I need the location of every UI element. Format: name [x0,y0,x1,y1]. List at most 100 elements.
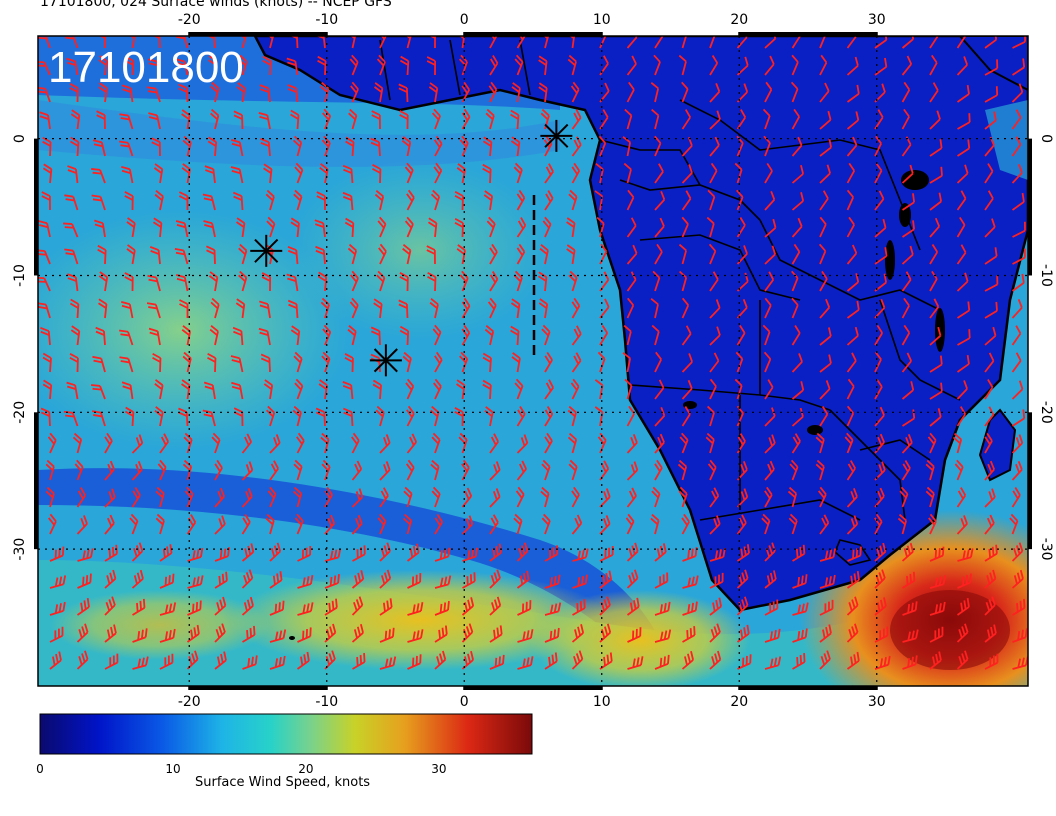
wind-barb [736,245,748,265]
wind-barb [431,486,441,508]
wind-barb [681,164,693,184]
wind-barb [957,301,971,319]
wind-barb [540,486,550,508]
wind-barb [874,433,885,454]
colorbar-tick-label: 30 [431,762,446,776]
wind-barb [764,190,776,211]
wind-barb [489,433,499,454]
wind-barb [956,623,969,643]
lon-edge-bar [189,32,327,36]
wind-barb [929,382,943,400]
wind-barb [791,324,801,346]
country-borders [379,39,961,566]
wind-barb [956,650,969,670]
wind-barb [736,433,746,454]
wind-barb [709,271,719,292]
wind-barb [124,272,134,292]
wind-barb [627,656,644,670]
wind-barb [42,379,53,400]
wind-barb [627,627,642,643]
wind-barb [314,219,326,238]
wind-barb [41,191,51,211]
wind-barb [654,351,663,373]
wind-barb [132,598,146,616]
wind-barb [984,544,998,562]
wind-barb [315,245,326,265]
lat-edge-bar [34,412,38,550]
wind-barb [764,656,782,670]
wind-barb [181,109,191,130]
wind-barb [654,135,662,157]
wind-barb [178,407,189,427]
wind-barb [269,655,286,670]
wind-barb [624,378,633,400]
wind-barb [286,57,299,76]
lat-edge-bar [1028,412,1032,550]
wind-barb [489,461,501,481]
yellow-zone-3 [50,590,270,660]
wind-barb [927,432,937,454]
colorbar-gradient [39,713,533,755]
wind-barb [791,192,805,211]
wind-barb [1011,298,1023,319]
wind-barb [131,434,144,454]
wind-barb [344,217,355,238]
wind-barb [682,626,696,643]
wind-barb [402,351,412,373]
wind-barb [709,326,721,346]
wind-barb [570,81,580,103]
wind-barb [626,297,635,319]
wind-barb [901,433,913,454]
wind-barb [230,138,244,157]
wind-barb [70,136,80,157]
wind-barb [260,353,271,373]
wind-barb [92,139,106,157]
wind-barb [709,54,719,76]
wind-barb [571,109,582,130]
wind-barb [544,163,554,184]
wind-barb [511,352,521,373]
arabian-landmass [958,36,1028,92]
wind-barb [269,542,282,562]
wind-barb [214,515,226,535]
wind-barb [707,459,717,481]
wind-barb [846,216,855,238]
wind-barb [516,189,526,211]
wind-barb [626,597,640,616]
calm-band-strip [38,100,560,167]
wind-barb [819,574,836,589]
wind-barb [131,542,144,562]
wind-barb [487,297,497,319]
wind-barb [626,217,637,238]
wind-barb [241,433,252,454]
wind-barb [929,651,942,670]
wind-barb [259,300,271,319]
wind-barb [901,297,910,319]
wind-barb [735,351,744,373]
wind-barb [459,135,469,157]
wind-barb [461,597,475,616]
wind-barb [516,570,530,589]
wind-barb [929,626,944,643]
wind-barb [515,486,525,508]
lon-tick-label: 30 [868,694,886,710]
wind-barb [1011,325,1022,346]
wind-barb [654,406,666,427]
wind-barb [178,83,189,103]
wind-barb [344,352,354,373]
wind-barb [929,546,945,562]
low-wind-band [38,468,660,660]
wind-barb [379,627,395,643]
wind-barb [567,405,577,427]
wind-barb [324,574,340,589]
wind-barb [159,653,174,670]
wind-barb [373,82,384,103]
wind-barb [154,190,164,211]
wind-barb [431,108,441,130]
wind-barb [819,54,828,76]
wind-barb [154,406,164,427]
wind-barb [654,433,665,454]
wind-barb [76,487,87,508]
lon-edge-bar [739,686,877,690]
